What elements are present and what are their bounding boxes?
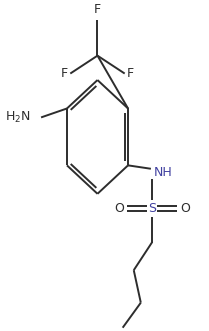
- Text: F: F: [61, 67, 68, 80]
- Text: $\mathregular{H_2N}$: $\mathregular{H_2N}$: [5, 110, 31, 125]
- Text: O: O: [180, 202, 190, 215]
- Text: NH: NH: [154, 166, 173, 179]
- Text: F: F: [94, 3, 101, 16]
- Text: O: O: [114, 202, 124, 215]
- Text: F: F: [127, 67, 134, 80]
- Text: S: S: [148, 202, 156, 215]
